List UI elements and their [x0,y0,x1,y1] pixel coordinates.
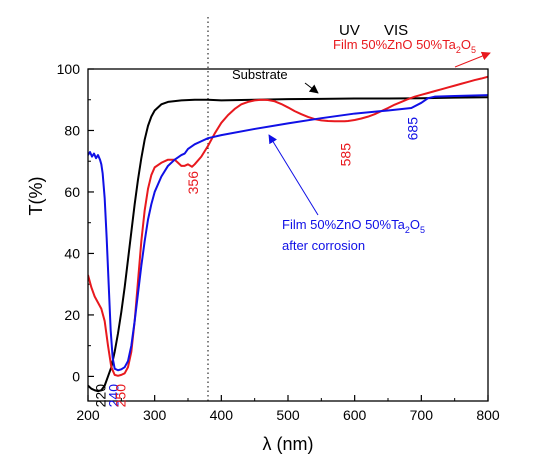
y-tick-label: 80 [64,122,80,138]
series-line-film [88,75,488,377]
x-tick-label: 400 [210,407,234,423]
plot-frame [87,68,489,402]
annotation-label: 685 [404,117,420,141]
series-line-substrate [88,96,488,393]
y-tick-label: 20 [64,307,80,323]
region-label-vis: VIS [384,22,408,39]
legend-label-film-corroded: Film 50%ZnO 50%Ta2O5 [282,217,425,235]
pointer-arrow-substrate [304,82,319,94]
pointer-arrow-film [454,51,491,68]
x-tick-label: 200 [76,407,100,423]
y-tick-label: 40 [64,245,80,261]
x-axis-title: λ (nm) [263,434,314,454]
annotation-label: 356 [185,171,201,195]
annotation-label: 250 [112,384,128,408]
pointer-arrow-film-corroded [268,134,319,216]
annotation-label: 220 [92,384,108,408]
x-tick-label: 800 [476,407,500,423]
axis-ticks [87,68,489,401]
series-line-film-corroded [88,94,488,372]
x-tick-label: 500 [276,407,300,423]
annotation-label: 585 [338,143,354,167]
region-label-uv: UV [339,22,360,39]
y-tick-label: 100 [57,61,81,77]
x-tick-label: 300 [143,407,167,423]
tick-labels: 200 300 400 500 600 700 800 0 20 40 60 80 100 [57,61,500,423]
x-tick-label: 700 [410,407,434,423]
annotation-label: 240 [106,384,122,408]
series-group [88,75,488,393]
x-tick-label: 600 [343,407,367,423]
legend-label-film: Film 50%ZnO 50%Ta2O5 [333,37,476,55]
y-axis-title: T(%) [26,177,46,216]
legend-label-film-corroded-line2: after corrosion [282,238,365,253]
y-tick-label: 0 [72,368,80,384]
legend-label-substrate: Substrate [232,67,288,82]
y-tick-label: 60 [64,184,80,200]
